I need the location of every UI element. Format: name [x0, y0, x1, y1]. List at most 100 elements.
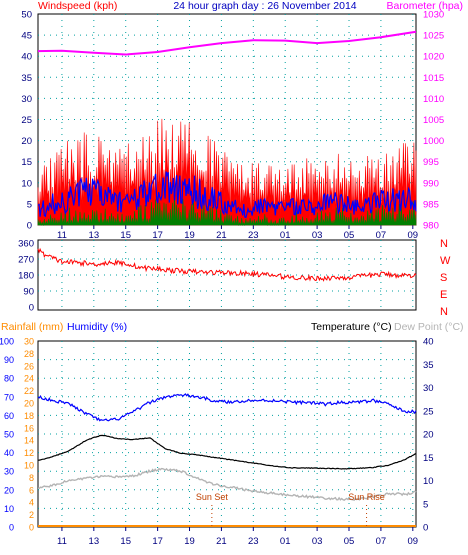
sunset-annotation: Sun Set	[196, 492, 229, 502]
temperature-tick-2: 10	[423, 476, 434, 487]
wind-time-label-10: 07	[376, 230, 387, 241]
windspeed-tick-4: 20	[21, 136, 32, 147]
direction-axis: 0 90 180 270 360	[18, 239, 34, 314]
temperature-humidity-panel: Rainfall (mm) Humidity (%) Temperature (…	[0, 321, 464, 547]
barometer-tick-5: 1005	[423, 115, 444, 126]
windspeed-tick-5: 25	[21, 115, 32, 126]
temperature-tick-3: 15	[423, 453, 434, 464]
temperature-time-label-4: 19	[184, 536, 195, 547]
compass-label-n-bottom: N	[440, 306, 448, 318]
temperature-label: Temperature (°C)	[311, 321, 392, 333]
rainfall-tick-9: 18	[24, 411, 34, 421]
rainfall-tick-14: 28	[24, 349, 34, 359]
rainfall-tick-12: 24	[24, 374, 34, 384]
windspeed-tick-1: 5	[27, 199, 32, 210]
rainfall-tick-10: 20	[24, 399, 34, 409]
windspeed-label: Windspeed (kph)	[38, 0, 117, 12]
temperature-time-axis: 11 13 15 17 19 21 23 01 03 05 07 09	[57, 527, 418, 547]
windspeed-tick-7: 35	[21, 73, 32, 84]
wind-time-label-11: 09	[408, 230, 419, 241]
windspeed-tick-6: 30	[21, 94, 32, 105]
temperature-time-label-6: 23	[248, 536, 259, 547]
wind-time-label-0: 11	[57, 230, 67, 241]
temperature-time-label-3: 17	[152, 536, 163, 547]
compass-label-w: W	[440, 255, 451, 267]
humidity-axis: 0 10 20 30 40 50 60 70 80 90 100	[0, 337, 14, 533]
temperature-grid	[38, 341, 416, 527]
windspeed-tick-3: 15	[21, 157, 32, 168]
barometer-axis: 980 985 990 995 1000 1005 1010 1015 1020 1025 1030	[423, 10, 444, 232]
barometer-tick-3: 995	[423, 157, 439, 168]
temperature-time-label-11: 09	[408, 536, 419, 547]
temperature-time-label-2: 15	[120, 536, 131, 547]
wind-average-series	[37, 171, 417, 219]
humidity-tick-8: 80	[4, 374, 14, 384]
wind-direction-panel: 0 90 180 270 360 N W S E N	[18, 238, 451, 318]
wind-direction-series	[37, 247, 417, 282]
rainfall-tick-15: 30	[24, 337, 34, 347]
graph-title: 24 hour graph day : 26 November 2014	[173, 0, 356, 12]
direction-marks	[37, 247, 417, 282]
wind-time-label-2: 15	[120, 230, 131, 241]
humidity-tick-7: 70	[4, 392, 14, 402]
rainfall-tick-11: 22	[24, 386, 34, 396]
dewpoint-series	[38, 467, 417, 501]
temperature-time-label-1: 13	[89, 536, 100, 547]
humidity-tick-5: 50	[4, 430, 14, 440]
humidity-tick-6: 60	[4, 411, 14, 421]
wind-time-label-3: 17	[152, 230, 163, 241]
humidity-tick-3: 30	[4, 467, 14, 477]
rainfall-tick-3: 6	[29, 485, 34, 495]
windspeed-tick-9: 45	[21, 31, 32, 42]
direction-tick-4: 360	[18, 239, 34, 250]
barometer-tick-4: 1000	[423, 136, 444, 147]
temperature-marks	[37, 393, 417, 527]
barometer-tick-7: 1015	[423, 73, 444, 84]
direction-tick-3: 270	[18, 255, 34, 266]
direction-tick-2: 180	[18, 271, 34, 282]
temperature-tick-1: 5	[423, 499, 428, 510]
temperature-series	[37, 434, 417, 470]
compass-label-e: E	[440, 289, 447, 301]
temperature-tick-7: 35	[423, 360, 434, 371]
barometer-tick-1: 985	[423, 199, 439, 210]
compass-label-n-top: N	[440, 238, 448, 250]
wind-time-label-7: 01	[280, 230, 291, 241]
rainfall-tick-0: 0	[29, 523, 34, 533]
humidity-tick-9: 90	[4, 355, 14, 365]
rainfall-label: Rainfall (mm)	[1, 321, 63, 333]
windspeed-tick-0: 0	[27, 221, 32, 232]
rainfall-tick-13: 26	[24, 361, 34, 371]
temperature-tick-8: 40	[423, 337, 434, 348]
humidity-tick-2: 20	[4, 485, 14, 495]
barometer-series	[37, 30, 417, 56]
temperature-tick-0: 0	[423, 523, 428, 534]
temperature-time-label-8: 03	[312, 536, 323, 547]
barometer-tick-10: 1030	[423, 10, 444, 21]
dewpoint-label: Dew Point (°C)	[394, 321, 464, 333]
barometer-tick-8: 1020	[423, 52, 444, 63]
temperature-time-label-0: 11	[57, 536, 67, 547]
windspeed-tick-2: 10	[21, 178, 32, 189]
temperature-time-label-10: 07	[376, 536, 387, 547]
humidity-tick-1: 10	[4, 504, 14, 514]
temperature-tick-6: 30	[423, 383, 434, 394]
wind-time-label-4: 19	[184, 230, 195, 241]
wind-time-label-5: 21	[216, 230, 227, 241]
direction-tick-0: 0	[29, 303, 34, 314]
windspeed-tick-8: 40	[21, 52, 32, 63]
temperature-tick-4: 20	[423, 430, 434, 441]
rainfall-tick-5: 10	[24, 461, 34, 471]
barometer-label: Barometer (hpa)	[387, 0, 463, 12]
wind-min-series	[37, 193, 417, 227]
windspeed-tick-10: 50	[21, 10, 32, 21]
rainfall-tick-7: 14	[24, 436, 34, 446]
rainfall-tick-4: 8	[29, 473, 34, 483]
temperature-time-label-5: 21	[216, 536, 227, 547]
wind-marks	[37, 30, 417, 227]
compass-label-s: S	[440, 272, 447, 284]
humidity-tick-4: 40	[4, 448, 14, 458]
